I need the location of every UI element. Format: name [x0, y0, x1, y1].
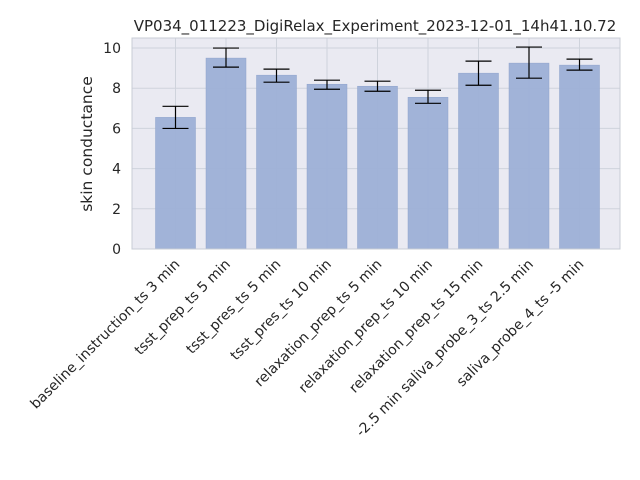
- error-bars: [162, 46, 593, 130]
- y-tick-label: 4: [112, 162, 121, 178]
- y-tick-label: 2: [112, 202, 121, 218]
- plot-frame: [131, 37, 621, 250]
- y-tick-label: 8: [112, 81, 121, 97]
- bar: [357, 85, 398, 250]
- bar: [205, 57, 247, 250]
- y-tick-labels: 0 2 4 6 8 10: [103, 41, 121, 258]
- bar: [306, 83, 348, 250]
- bar: [458, 72, 499, 250]
- bar: [407, 97, 449, 250]
- y-tick-label: 6: [112, 121, 121, 137]
- bar: [256, 74, 297, 250]
- y-tick-label: 10: [103, 41, 121, 57]
- bar: [508, 62, 550, 250]
- y-tick-label: 0: [112, 242, 121, 258]
- chart-title: VP034_011223_DigiRelax_Experiment_2023-1…: [134, 17, 617, 36]
- bars: [155, 57, 600, 250]
- bar: [155, 117, 196, 250]
- y-axis-label: skin conductance: [78, 76, 96, 212]
- bar: [559, 64, 600, 250]
